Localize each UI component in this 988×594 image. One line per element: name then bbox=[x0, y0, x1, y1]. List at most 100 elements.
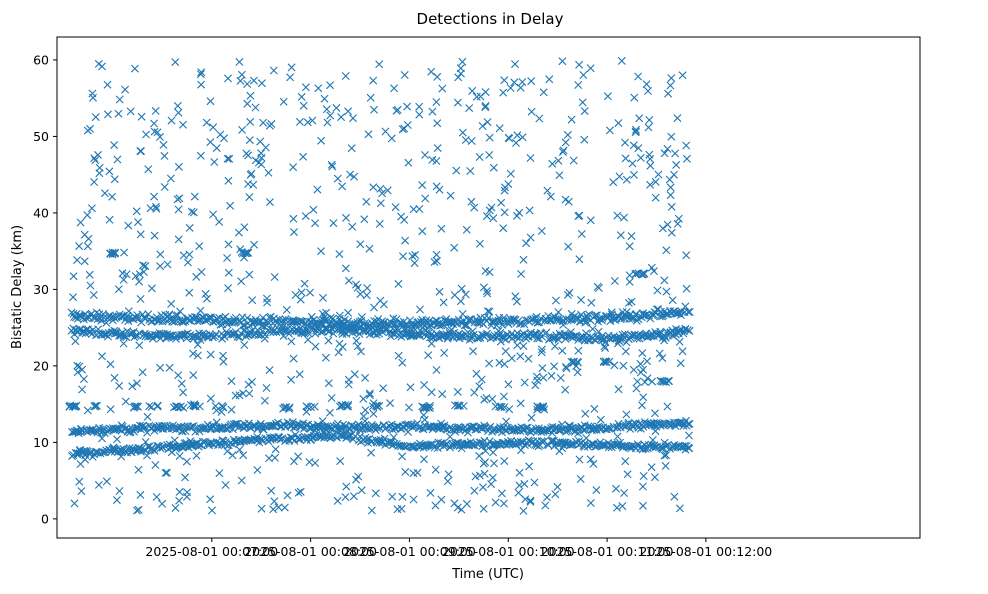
data-point bbox=[151, 461, 160, 469]
data-point bbox=[205, 313, 214, 322]
data-point bbox=[618, 502, 627, 511]
data-point bbox=[674, 214, 683, 223]
data-point bbox=[433, 144, 442, 153]
data-point bbox=[168, 317, 177, 326]
data-point bbox=[682, 154, 691, 163]
data-point bbox=[175, 452, 184, 460]
data-point bbox=[561, 334, 570, 343]
data-point bbox=[500, 76, 509, 85]
data-point bbox=[258, 422, 267, 431]
data-point bbox=[113, 155, 122, 164]
data-point bbox=[358, 326, 367, 335]
data-point bbox=[457, 331, 466, 340]
data-point bbox=[505, 134, 514, 143]
data-point bbox=[376, 184, 385, 193]
data-point bbox=[643, 357, 652, 366]
data-point bbox=[195, 242, 204, 251]
data-point bbox=[522, 239, 531, 248]
data-point bbox=[190, 192, 199, 201]
data-point bbox=[472, 92, 481, 101]
data-point bbox=[193, 351, 202, 360]
data-point bbox=[630, 170, 638, 179]
data-point bbox=[639, 393, 648, 402]
data-point bbox=[401, 420, 410, 429]
data-point bbox=[121, 85, 130, 94]
data-point bbox=[301, 212, 310, 221]
data-point bbox=[279, 97, 288, 106]
data-point bbox=[610, 277, 619, 285]
data-point bbox=[317, 247, 325, 256]
data-point bbox=[476, 438, 485, 447]
data-point bbox=[226, 201, 235, 210]
data-point bbox=[117, 421, 126, 430]
data-point bbox=[321, 353, 330, 362]
data-point bbox=[305, 424, 314, 432]
data-point bbox=[120, 248, 129, 257]
data-point bbox=[639, 309, 647, 318]
data-point bbox=[287, 337, 296, 346]
data-point bbox=[360, 215, 369, 224]
data-point bbox=[337, 113, 346, 122]
data-point bbox=[630, 93, 639, 102]
data-point bbox=[621, 138, 629, 147]
data-point bbox=[165, 363, 174, 372]
data-point bbox=[646, 180, 655, 189]
data-point bbox=[666, 191, 675, 200]
data-point bbox=[100, 330, 109, 339]
data-point bbox=[119, 275, 128, 284]
data-point bbox=[658, 224, 667, 233]
data-point bbox=[642, 80, 651, 89]
data-point bbox=[137, 112, 146, 121]
data-point bbox=[266, 421, 275, 430]
data-point bbox=[356, 290, 365, 299]
x-tick-label: 2025-08-01 00:07:00 bbox=[145, 544, 278, 559]
data-point bbox=[625, 242, 634, 251]
data-point bbox=[80, 230, 89, 239]
data-point bbox=[234, 228, 243, 237]
data-point bbox=[663, 402, 672, 411]
data-point bbox=[574, 429, 583, 438]
data-point bbox=[607, 308, 616, 317]
x-tick-label: 2025-08-01 00:08:00 bbox=[244, 544, 377, 559]
data-point bbox=[553, 482, 562, 491]
data-point bbox=[167, 116, 176, 125]
data-point bbox=[421, 151, 429, 159]
data-point bbox=[69, 272, 78, 281]
data-point bbox=[629, 141, 638, 150]
data-point bbox=[514, 488, 523, 497]
data-point bbox=[289, 354, 298, 363]
data-point bbox=[191, 402, 200, 411]
data-point bbox=[381, 127, 390, 136]
data-point bbox=[681, 302, 690, 311]
data-point bbox=[264, 318, 272, 326]
data-point bbox=[338, 182, 347, 191]
data-point bbox=[326, 111, 335, 120]
data-point bbox=[659, 443, 668, 452]
data-point bbox=[650, 441, 659, 450]
data-point bbox=[103, 80, 112, 89]
data-point bbox=[171, 504, 180, 512]
data-point bbox=[341, 264, 350, 273]
data-point bbox=[257, 504, 266, 513]
y-tick-label: 20 bbox=[33, 358, 49, 373]
chart-title: Detections in Delay bbox=[417, 10, 564, 28]
data-point bbox=[125, 329, 134, 338]
data-point bbox=[582, 434, 591, 443]
data-point bbox=[582, 329, 591, 338]
data-point bbox=[465, 104, 474, 113]
data-point bbox=[653, 305, 661, 314]
data-point bbox=[667, 132, 676, 141]
data-point bbox=[73, 361, 82, 370]
data-point bbox=[117, 452, 126, 461]
data-point bbox=[566, 440, 575, 449]
data-point bbox=[142, 130, 150, 139]
data-point bbox=[123, 427, 132, 436]
data-point bbox=[443, 331, 452, 340]
data-point bbox=[159, 140, 168, 149]
data-point bbox=[221, 481, 230, 489]
data-point bbox=[393, 505, 402, 514]
data-point bbox=[290, 457, 298, 466]
data-point bbox=[401, 467, 410, 476]
data-point bbox=[496, 403, 505, 411]
data-point bbox=[287, 63, 296, 72]
